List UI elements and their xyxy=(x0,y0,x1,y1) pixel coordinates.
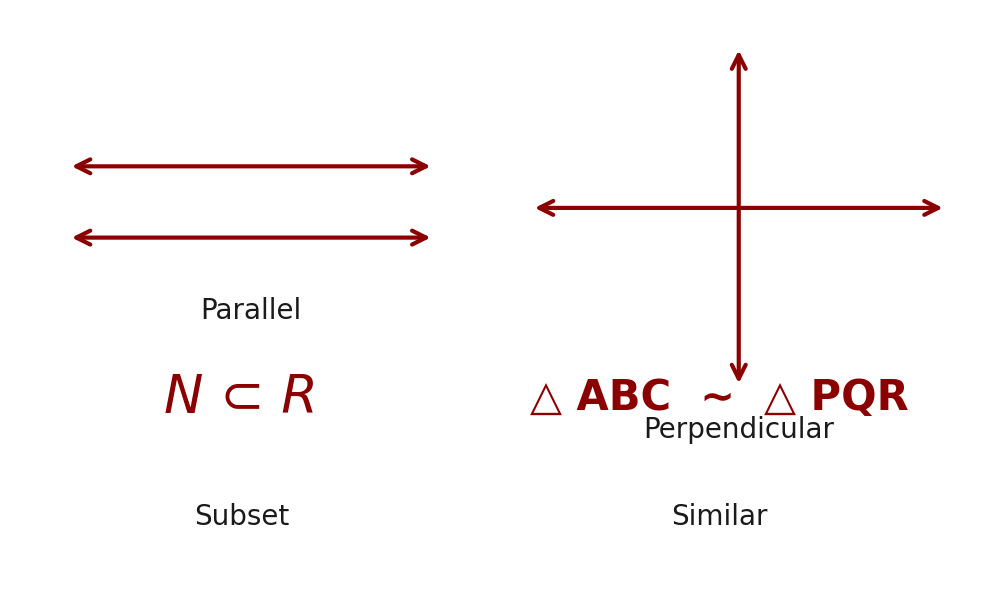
Text: Subset: Subset xyxy=(194,503,289,531)
Text: Perpendicular: Perpendicular xyxy=(643,416,834,444)
Text: Parallel: Parallel xyxy=(201,297,301,325)
Text: △ ABC  ∼  △ PQR: △ ABC ∼ △ PQR xyxy=(530,377,908,419)
Text: Similar: Similar xyxy=(671,503,767,531)
Text: N ⊂ R: N ⊂ R xyxy=(164,372,318,424)
